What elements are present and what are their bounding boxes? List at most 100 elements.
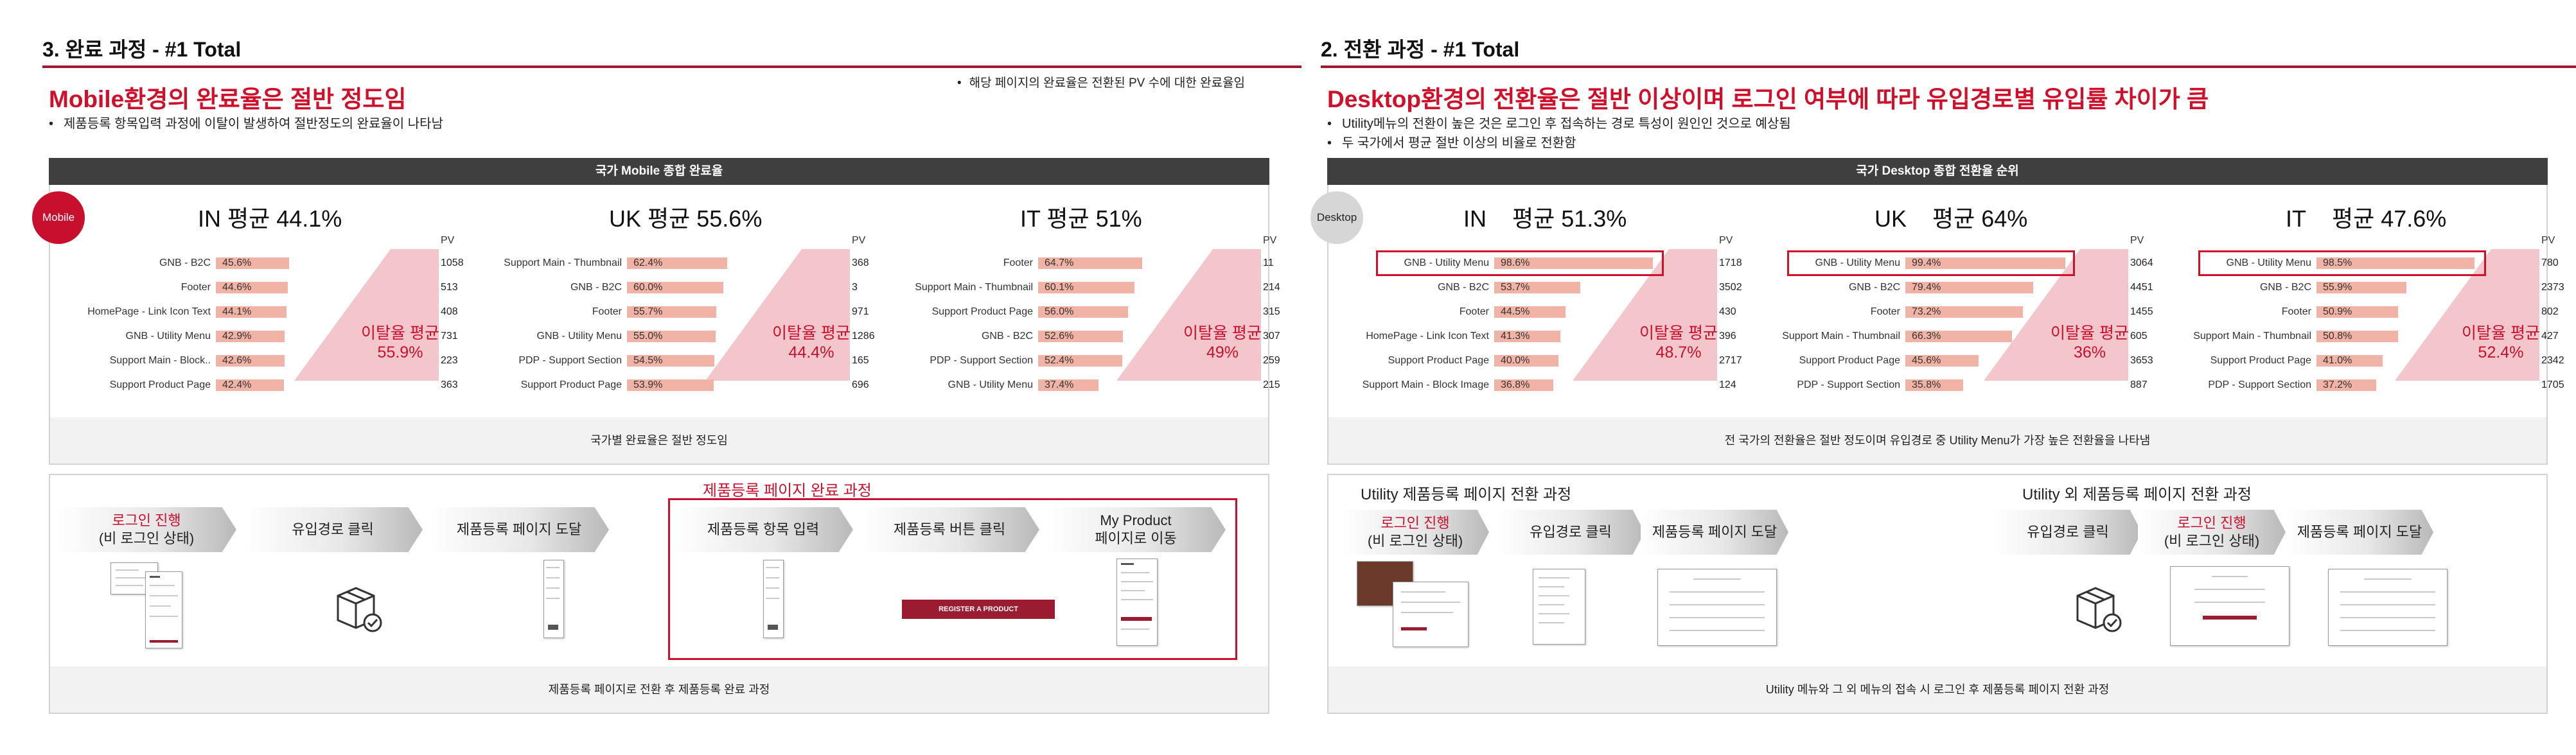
process-step-chevron: 로그인 진행 (비 로그인 상태): [1341, 510, 1489, 555]
country-average-title: IN 평균 51.3%: [1463, 200, 1627, 234]
rate-bar: [1905, 355, 1979, 367]
package-check-icon: [2074, 582, 2125, 636]
pv-value: 3: [852, 282, 858, 293]
pv-value: 396: [1719, 331, 1736, 342]
channel-label: GNB - Utility Menu: [1404, 257, 1489, 268]
rate-value: 66.3%: [1912, 331, 1941, 342]
channel-label: PDP - Support Section: [930, 355, 1033, 366]
rate-bar: [216, 257, 289, 269]
country-average: 평균 51.3%: [1512, 205, 1627, 232]
drop-off-shape: [1573, 249, 1717, 381]
rate-value: 37.4%: [1045, 379, 1074, 390]
channel-row: Support Product Page 40.0% 2717: [1328, 353, 1742, 369]
pv-column-header: PV: [441, 235, 455, 246]
headline: Mobile환경의 완료율은 절반 정도임: [49, 86, 407, 112]
process-step-text: 로그인 진행 (비 로그인 상태): [2164, 514, 2259, 550]
rate-bar: [216, 355, 285, 367]
rate-value: 53.9%: [633, 379, 663, 390]
process-step-label: My Product: [1100, 512, 1172, 528]
drop-off-shape: [2395, 249, 2539, 381]
drop-off-shape: [1116, 249, 1261, 381]
drop-off-label: 이탈율 평균 55.9%: [352, 324, 448, 362]
panel-footer: 국가별 완료율은 절반 정도임: [50, 417, 1268, 464]
channel-row: HomePage - Link Icon Text 41.3% 396: [1328, 329, 1736, 344]
pv-value: 1058: [441, 257, 464, 268]
process-step-chevron: 제품등록 페이지 도달: [2286, 510, 2433, 555]
slide-desktop-conversion: 2. 전환 과정 - #1 Total Desktop환경의 전환율은 절반 이…: [1304, 0, 2576, 755]
channel-row: GNB - Utility Menu 98.5% 780: [2151, 250, 2559, 276]
flow-group-label: Utility 제품등록 페이지 전환 과정: [1361, 486, 1572, 503]
process-step-text: 로그인 진행 (비 로그인 상태): [1368, 514, 1463, 550]
rate-value: 54.5%: [633, 355, 663, 366]
register-page-thumbnail: [543, 560, 564, 638]
rate-bar: [1038, 282, 1134, 293]
rate-value: 37.2%: [2323, 379, 2352, 390]
desktop-badge: Desktop: [1310, 191, 1363, 244]
process-step-chevron: 제품등록 버튼 클릭: [860, 507, 1039, 552]
drop-off-value: 49%: [1206, 343, 1239, 361]
slide-title: 3. 완료 과정 - #1 Total: [42, 38, 242, 61]
drop-off-value: 55.9%: [377, 343, 423, 361]
channel-row: Footer 44.6% 513: [50, 280, 458, 295]
pv-value: 363: [441, 379, 458, 390]
channel-row: GNB - B2C 60.0% 3: [461, 280, 860, 295]
flow-group-label: 제품등록 페이지 완료 과정: [703, 482, 872, 499]
channel-row: Support Product Page 53.9% 696: [461, 378, 869, 393]
pv-column-header: PV: [1719, 235, 1733, 246]
rate-value: 55.0%: [633, 331, 663, 342]
country-panel: Mobile IN 평균 44.1% PV 이탈율 평균 55.9% GNB - B2C…: [32, 185, 1280, 465]
flow-panel: 제품등록 페이지 완료 과정 로그인 진행 (비 로그인 상태) 유입경로 클릭 제품…: [49, 474, 1269, 714]
pv-value: 605: [2130, 331, 2148, 342]
pv-value: 223: [441, 355, 458, 366]
country-average-title: IT 평균 51%: [1020, 205, 1142, 232]
channel-row: GNB - Utility Menu 37.4% 215: [872, 378, 1280, 393]
drop-off-label: 이탈율 평균 48.7%: [1630, 324, 1727, 362]
rate-value: 41.0%: [2323, 355, 2352, 366]
channel-row: Footer 64.7% 11: [872, 256, 1274, 271]
pv-value: 4451: [2130, 282, 2153, 293]
process-step-chevron: My Product 페이지로 이동: [1046, 507, 1226, 552]
title-rule: [1321, 65, 2576, 68]
channel-row: GNB - Utility Menu 98.6% 1718: [1328, 250, 1742, 276]
drop-off-value: 52.4%: [2478, 343, 2524, 361]
process-step-chevron: 유입경로 클릭: [243, 507, 423, 552]
pv-value: 430: [1719, 306, 1736, 317]
rate-bar: [1494, 355, 1558, 367]
bullet-text: 제품등록 항목입력 과정에 이탈이 발생하여 절반정도의 완료율이 나타남: [49, 113, 443, 132]
process-step-label: 유입경로 클릭: [2027, 524, 2109, 540]
process-step-sublabel: (비 로그인 상태): [1367, 533, 1463, 549]
pv-value: 3064: [2130, 257, 2153, 268]
channel-label: GNB - Utility Menu: [536, 331, 622, 342]
country-block: IT 평균 51% PV 이탈율 평균 49% Footer 64.7% 11 Support…: [872, 185, 1280, 416]
channel-label: Footer: [1870, 306, 1900, 317]
country-block: IT 평균 47.6% PV 이탈율 평균 52.4% GNB - Utility Men…: [2151, 185, 2564, 416]
rate-value: 40.0%: [1501, 355, 1530, 366]
process-step-text: 유입경로 클릭: [292, 521, 374, 539]
channel-row: Footer 73.2% 1455: [1740, 304, 2153, 320]
channel-label: GNB - Utility Menu: [125, 331, 211, 342]
process-step-label: 제품등록 페이지 도달: [456, 521, 582, 537]
drop-off-label: 이탈율 평균 52.4%: [2453, 324, 2549, 362]
rate-value: 42.6%: [222, 355, 252, 366]
rate-bar: [1905, 282, 2033, 293]
process-step-text: 유입경로 클릭: [2027, 523, 2109, 541]
pv-value: 214: [1263, 282, 1280, 293]
rate-bar: [1494, 331, 1560, 342]
login-page-thumbnail: [1393, 582, 1469, 647]
process-step-label: 로그인 진행: [112, 512, 181, 528]
pv-value: 802: [2541, 306, 2559, 317]
my-product-thumbnail: [1116, 559, 1158, 646]
rate-value: 98.6%: [1501, 257, 1530, 268]
country-panel: Desktop IN 평균 51.3% PV 이탈율 평균 48.7% GNB - Uti…: [1310, 185, 2564, 465]
rate-value: 50.8%: [2323, 331, 2352, 342]
process-step-text: 제품등록 페이지 도달: [2297, 523, 2422, 541]
channel-label: GNB - B2C: [2259, 282, 2311, 293]
rate-value: 56.0%: [1045, 306, 1074, 317]
channel-label: GNB - B2C: [981, 331, 1033, 342]
process-step-label: 제품등록 페이지 도달: [2297, 524, 2422, 540]
flow-footer: 제품등록 페이지로 전환 후 제품등록 완료 과정: [50, 666, 1268, 713]
flow-group-label: Utility 외 제품등록 페이지 전환 과정: [2022, 486, 2252, 503]
pv-value: 513: [441, 282, 458, 293]
rate-bar: [1494, 282, 1580, 293]
highlight-box: [2198, 250, 2486, 276]
